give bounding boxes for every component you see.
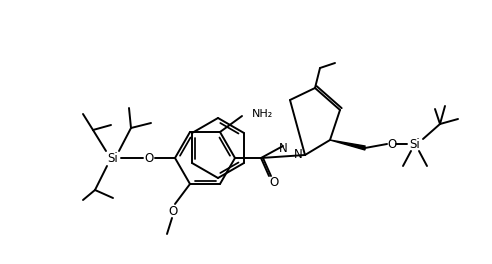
Text: O: O <box>387 138 397 150</box>
Polygon shape <box>330 140 365 150</box>
Text: Si: Si <box>108 152 119 164</box>
Text: N: N <box>294 148 303 162</box>
Text: Si: Si <box>410 138 420 150</box>
Text: O: O <box>144 152 154 164</box>
Text: N: N <box>278 142 287 154</box>
Text: NH₂: NH₂ <box>252 109 273 119</box>
Text: O: O <box>270 176 278 188</box>
Text: O: O <box>168 205 178 219</box>
